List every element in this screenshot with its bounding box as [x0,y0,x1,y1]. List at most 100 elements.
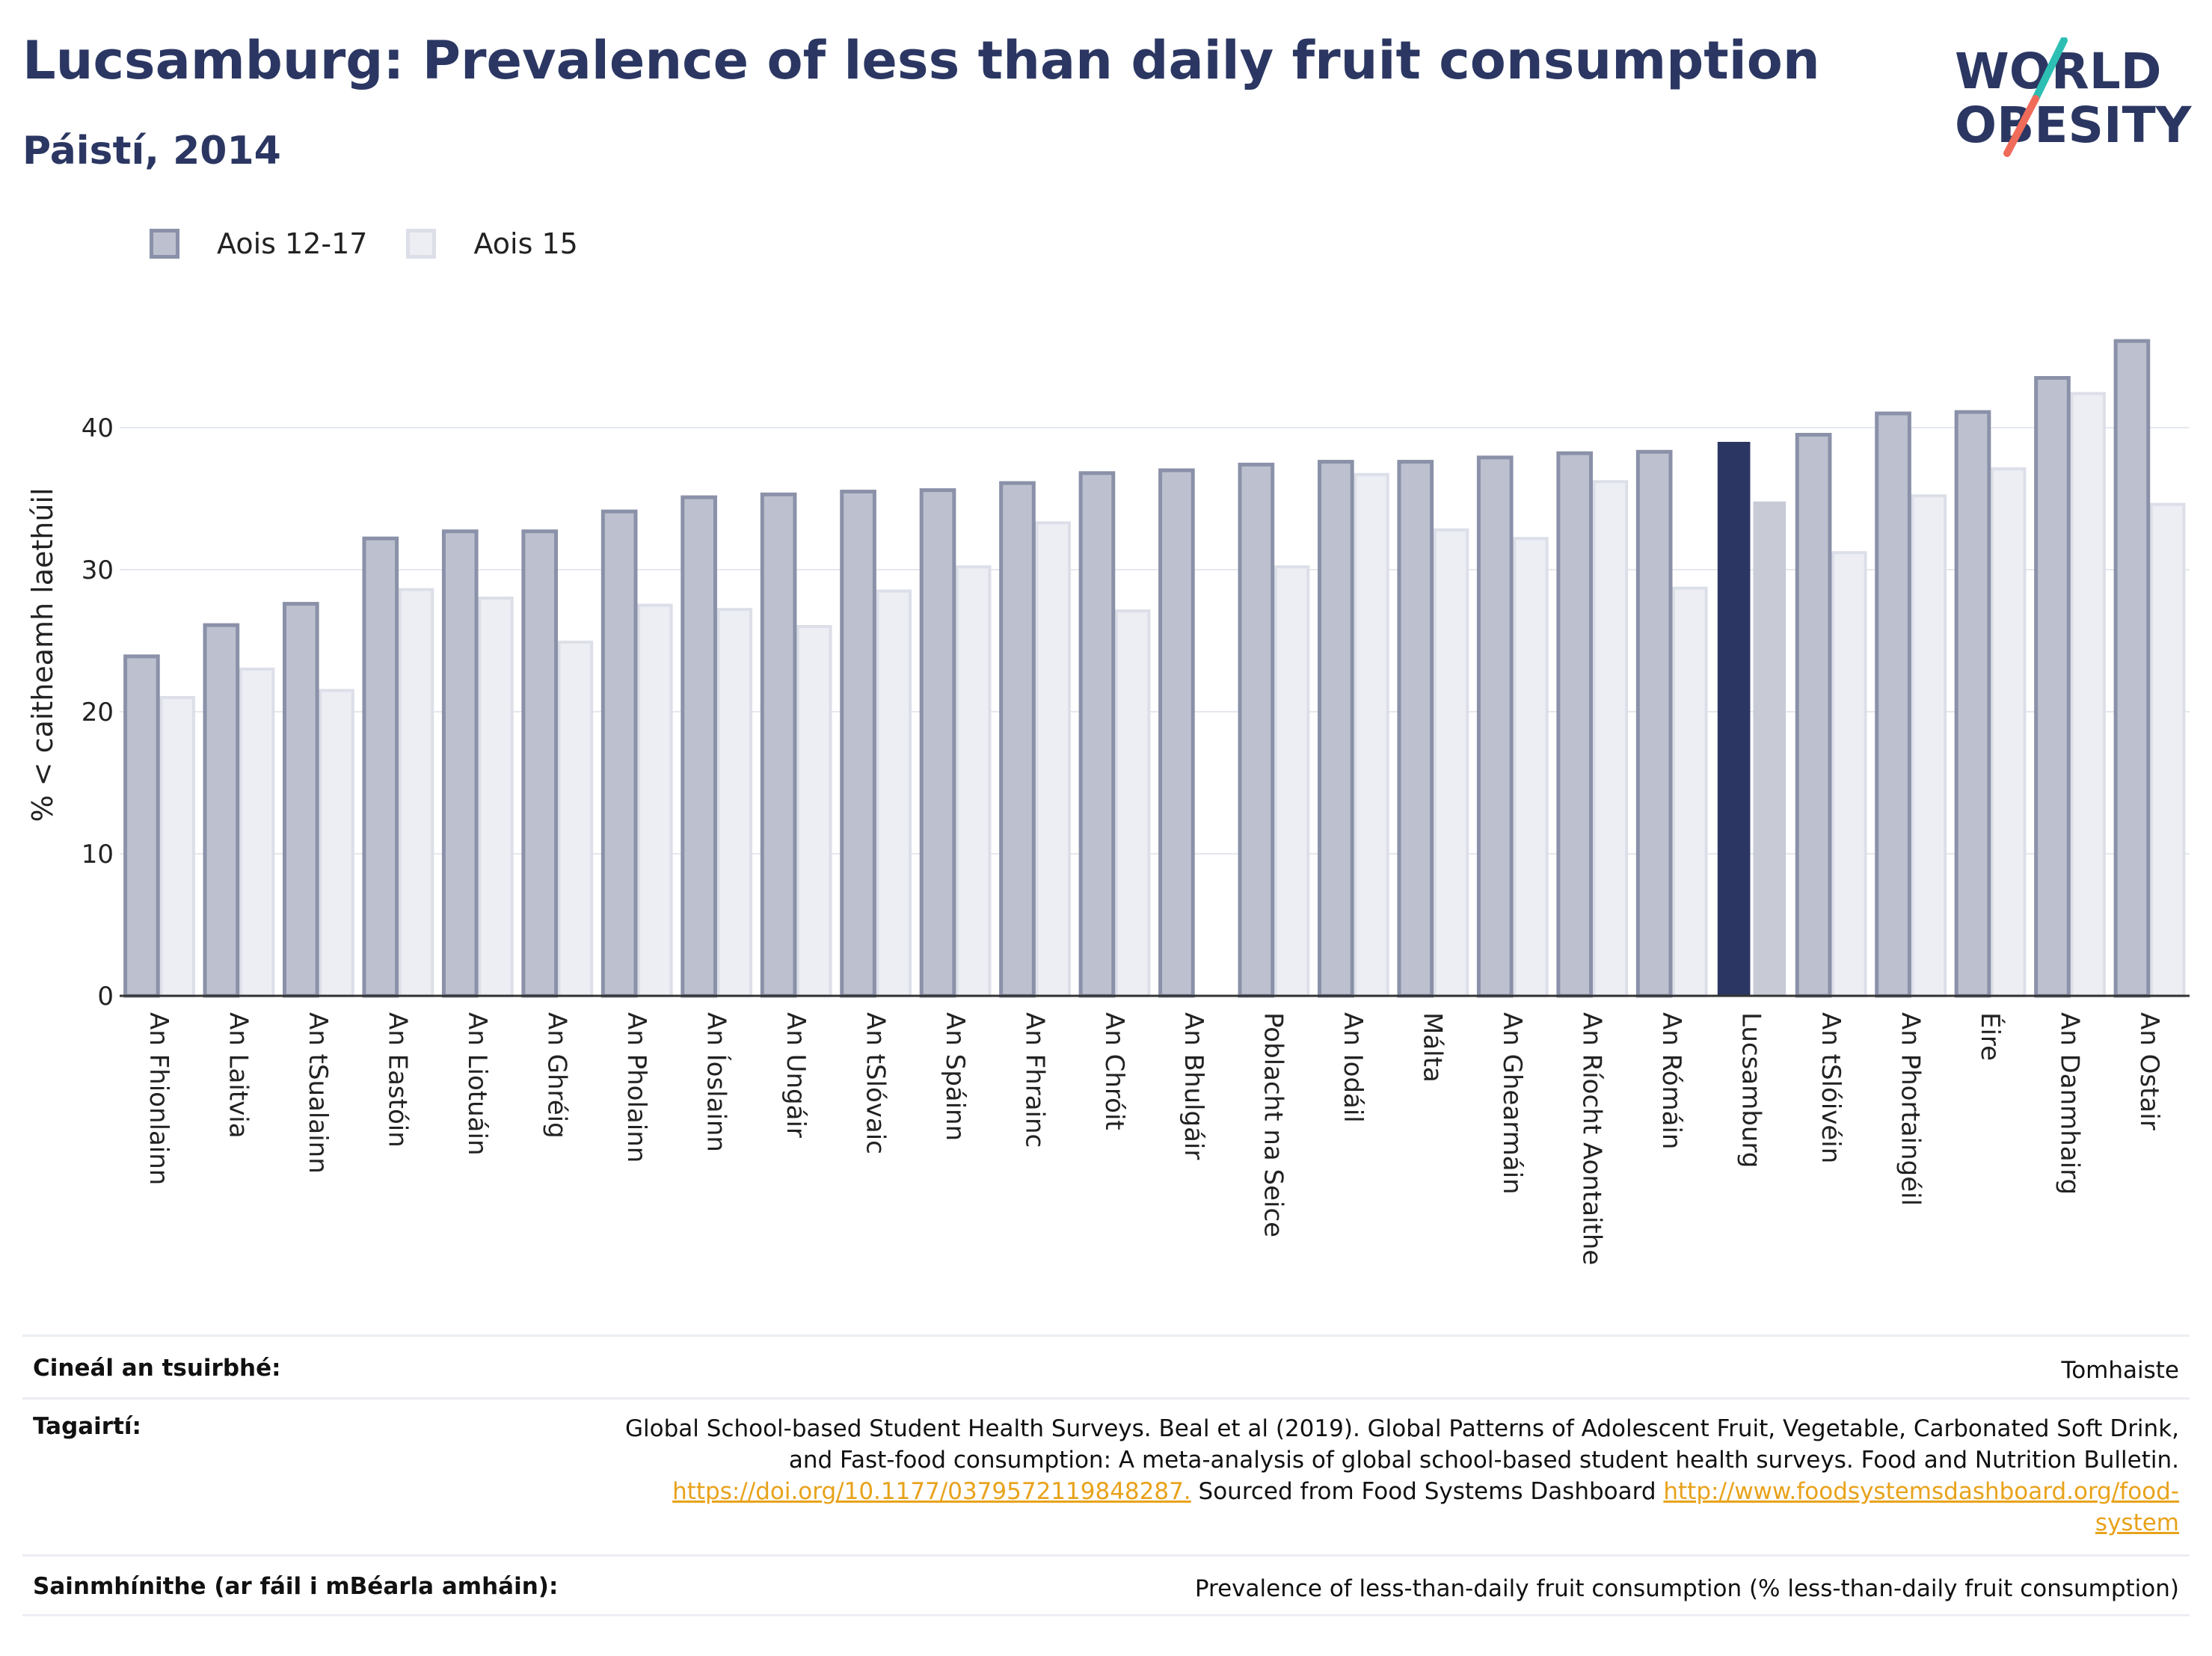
x-tick-label-an-laitvia: An Laitvia [224,1012,254,1139]
meta-row-definitions: Sainmhínithe (ar fáil i mBéarla amháin):… [22,1557,2190,1616]
page-title: Lucsamburg: Prevalence of less than dail… [22,30,1820,91]
x-tick-label-an-fhionlainn: An Fhionlainn [144,1012,173,1185]
bar-aois-12-17-an-bhulgair [1158,468,1195,998]
bar-aois-12-17-an-pholainn [600,509,638,998]
bar-aois-12-17-eire [1954,410,1991,998]
y-tick-label-10: 10 [82,840,114,869]
x-tick-label-an-chroit: An Chróit [1099,1012,1129,1130]
x-tick-label-an-spainn: An Spáinn [940,1012,970,1141]
references-line-4: system [625,1507,2179,1539]
metadata-table: Cineál an tsuirbhé: Tomhaiste [22,1335,2190,1400]
legend-swatch-aois-15 [406,229,437,259]
bar-aois-12-17-an-ostair [2113,339,2151,998]
definitions-value: Prevalence of less-than-daily fruit cons… [1194,1575,2179,1602]
x-tick-label-an-liotuain: An Liotuáin [462,1012,492,1156]
doi-link[interactable]: https://doi.org/10.1177/0379572119848287… [672,1478,1191,1505]
food-systems-link-continued[interactable]: system [2095,1509,2179,1536]
bar-aois-15-an-eastoin [398,588,434,997]
x-tick-label-an-fhrainc: An Fhrainc [1019,1012,1049,1148]
references-value: Global School-based Student Health Surve… [625,1413,2179,1539]
bar-aois-15-an-ioslainn [716,608,753,997]
y-tick-label-30: 30 [82,555,114,585]
x-tick-label-an-bhulgair: An Bhulgáir [1179,1012,1208,1160]
x-tick-label-an-ioslainn: An Íoslainn [701,1012,731,1152]
x-tick-label-an-iodail: An Iodáil [1338,1012,1368,1123]
x-tick-label-an-ghearmain: An Ghearmáin [1497,1012,1527,1195]
metadata-definitions: Sainmhínithe (ar fáil i mBéarla amháin):… [22,1554,2190,1616]
y-tick-labels: 0 10 20 30 40 [82,413,114,1012]
x-tick-label-an-romain: An Rómáin [1656,1012,1686,1149]
bar-aois-12-17-an-ioslainn [681,495,717,998]
bar-aois-12-17-an-eastoin [362,536,399,998]
bar-aois-12-17-an-laitvia [203,623,240,998]
food-systems-link[interactable]: http://www.foodsystemsdashboard.org/food… [1663,1478,2179,1505]
references-line-1: Global School-based Student Health Surve… [625,1415,2179,1442]
references-sourced-text: Sourced from Food Systems Dashboard [1191,1478,1664,1505]
bar-aois-15-an-fhionlainn [159,696,195,997]
bar-aois-12-17-an-tsloivein [1795,433,1832,998]
bar-aois-15-an-spainn [955,565,992,997]
page-subtitle: Páistí, 2014 [22,129,281,173]
x-tick-label-an-danmhairg: An Danmhairg [2054,1012,2084,1195]
bar-aois-15-an-romain [1672,586,1708,997]
bar-aois-15-an-ghearmain [1513,537,1549,997]
bar-aois-15-lucsamburg [1753,501,1787,996]
bar-chart: 0 10 20 30 40 An Fhionlainn An Laitvia An tSua… [26,339,2190,1265]
x-tick-label-lucsamburg: Lucsamburg [1736,1012,1766,1168]
x-tick-label-an-ungair: An Ungáir [781,1012,811,1138]
x-tick-labels: An Fhionlainn An Laitvia An tSualainn An Ea… [144,1012,2164,1265]
bar-aois-12-17-an-danmhairg [2034,376,2071,998]
bar-aois-15-malta [1433,528,1469,997]
bar-aois-15-an-tsualainn [319,689,354,997]
x-tick-label-an-pholainn: An Pholainn [621,1012,651,1163]
logo-slash-coral-icon [2003,95,2039,157]
bar-aois-15-poblacht-na-seice [1274,565,1310,997]
references-line-3: https://doi.org/10.1177/0379572119848287… [625,1476,2179,1507]
x-tick-label-an-eastoin: An Eastóin [383,1012,413,1148]
logo-slash-teal-icon [2032,37,2068,102]
bar-aois-12-17-an-phortaingeil [1875,411,1911,998]
bar-aois-15-an-fhrainc [1035,521,1071,997]
bar-aois-15-an-pholainn [637,603,673,997]
legend-item-aois-12-17[interactable]: Aois 12-17 [150,227,367,260]
legend-item-aois-15[interactable]: Aois 15 [406,227,578,260]
references-line-2: and Fast-food consumption: A meta-analys… [788,1447,2179,1474]
bars [123,339,2186,998]
bar-aois-12-17-an-riocht-aontaithe [1556,451,1594,998]
bar-aois-12-17-an-tslovaic [840,490,876,998]
legend-label-aois-12-17: Aois 12-17 [217,227,368,260]
x-tick-label-poblacht-na-seice: Poblacht na Seice [1259,1012,1288,1237]
x-tick-label-malta: Málta [1418,1012,1448,1083]
x-tick-label-an-tsloivein: An tSlóivéin [1816,1012,1846,1163]
meta-row-references: Tagairtí: Global School-based Student He… [22,1400,2190,1557]
bar-aois-12-17-an-fhionlainn [123,654,160,998]
references-label: Tagairtí: [33,1413,141,1440]
y-tick-label-40: 40 [82,413,114,443]
bar-aois-12-17-an-ungair [760,492,797,998]
bar-aois-15-eire [1990,467,2027,997]
bar-aois-15-an-tsloivein [1831,551,1867,997]
bar-aois-15-an-chroit [1114,609,1151,997]
x-tick-label-an-phortaingeil: An Phortaingéil [1895,1012,1925,1206]
bar-aois-12-17-an-fhrainc [999,481,1036,998]
bar-aois-12-17-lucsamburg [1717,442,1751,996]
bar-aois-12-17-an-tsualainn [283,602,319,998]
x-tick-label-an-ostair: An Ostair [2134,1012,2164,1130]
bar-aois-15-an-tslovaic [876,589,912,997]
x-tick-label-an-riocht-aontaithe: An Ríocht Aontaithe [1577,1012,1607,1265]
bar-aois-12-17-an-liotuain [441,529,479,998]
bar-aois-12-17-an-chroit [1078,471,1116,998]
chart-legend: Aois 12-17 Aois 15 [150,221,617,266]
legend-label-aois-15: Aois 15 [473,227,578,260]
logo-text-obesity: OBESITY [1955,96,2193,154]
x-tick-label-an-tslovaic: An tSlóvaic [860,1012,890,1154]
survey-type-label: Cineál an tsuirbhé: [33,1355,281,1382]
survey-type-value: Tomhaiste [2061,1357,2179,1384]
bar-aois-12-17-an-iodail [1318,460,1354,998]
bar-aois-12-17-malta [1397,460,1434,998]
x-tick-label-an-ghreig: An Ghréig [542,1012,572,1139]
world-obesity-logo: WORLD OBESITY [1955,37,2193,157]
bar-aois-15-an-ungair [796,625,832,997]
bar-aois-15-an-ghreig [557,640,594,998]
y-tick-label-0: 0 [97,982,114,1012]
